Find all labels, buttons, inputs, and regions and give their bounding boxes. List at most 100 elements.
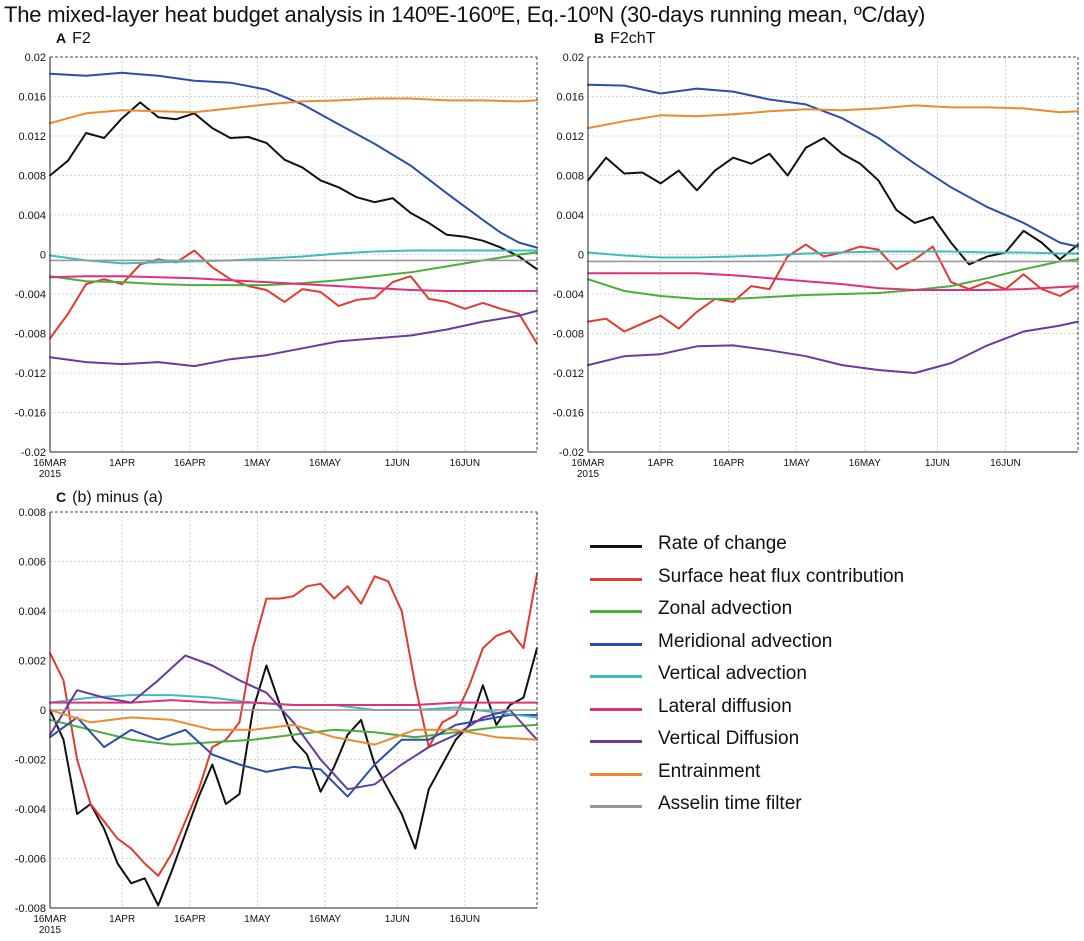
series-line-rate-of-change: [49, 647, 538, 907]
legend-swatch: [590, 545, 642, 548]
x-tick-label: 1MAY: [244, 914, 271, 925]
legend-swatch: [590, 707, 642, 711]
panel-c-title: (b) minus (a): [72, 489, 163, 506]
y-tick-label: 0.012: [556, 131, 584, 143]
series-line-zonal-advection: [49, 251, 538, 287]
x-tick-label: 16APR: [174, 458, 206, 469]
y-tick-label: -0.004: [15, 804, 46, 816]
x-tick-label: 2015: [39, 469, 62, 480]
legend-swatch: [590, 675, 642, 678]
legend-label: Lateral diffusion: [658, 695, 792, 717]
y-tick-label: 0.02: [25, 52, 46, 64]
y-tick-label: -0.006: [15, 854, 46, 866]
y-tick-label: -0.012: [15, 368, 46, 380]
series-line-entrainment: [49, 709, 538, 746]
y-tick-label: 0.016: [18, 92, 46, 104]
series-line-entrainment: [49, 97, 538, 125]
y-tick-label: 0.006: [18, 557, 46, 569]
series-line-vertical-diffusion: [587, 320, 1079, 374]
legend-label: Vertical advection: [658, 663, 807, 684]
y-tick-label: 0.002: [18, 656, 46, 668]
x-tick-label: 1JUN: [385, 914, 410, 925]
y-tick-label: -0.004: [553, 289, 584, 301]
legend-label: Zonal advection: [658, 598, 793, 619]
x-tick-label: 16JUN: [990, 458, 1021, 469]
series-line-vertical-diffusion: [49, 654, 538, 791]
y-tick-label: -0.008: [15, 329, 46, 341]
y-tick-label: -0.02: [21, 447, 46, 459]
legend-label: Rate of change: [658, 533, 787, 554]
x-tick-label: 16APR: [713, 458, 745, 469]
figure-title: The mixed-layer heat budget analysis in …: [4, 2, 926, 27]
x-tick-label: 2015: [39, 925, 62, 936]
y-tick-label: -0.004: [15, 289, 46, 301]
series-line-vertical-advection: [49, 249, 538, 265]
x-tick-label: 2015: [577, 469, 600, 480]
y-tick-label: 0.008: [18, 507, 46, 519]
y-tick-label: 0.004: [556, 210, 584, 222]
x-tick-label: 1MAY: [783, 458, 810, 469]
series-line-entrainment: [587, 104, 1079, 130]
series-line-surface-heat-flux-contribution: [49, 572, 538, 877]
series-line-rate-of-change: [587, 137, 1079, 266]
x-tick-label: 16APR: [174, 914, 206, 925]
y-tick-label: 0: [40, 250, 46, 262]
x-tick-label: 16JUN: [450, 458, 481, 469]
y-tick-label: 0.008: [556, 171, 584, 183]
x-tick-label: 16MAY: [309, 914, 341, 925]
legend-swatch: [590, 642, 642, 646]
y-tick-label: 0.004: [18, 606, 46, 618]
x-tick-label: 1APR: [109, 458, 135, 469]
y-tick-label: -0.012: [553, 368, 584, 380]
series-line-surface-heat-flux-contribution: [587, 243, 1079, 333]
x-tick-label: 16MAR: [33, 914, 66, 925]
x-tick-label: 1APR: [648, 458, 674, 469]
y-tick-label: -0.02: [559, 447, 584, 459]
x-tick-label: 1MAY: [244, 458, 271, 469]
series-line-lateral-diffusion: [587, 272, 1079, 291]
y-tick-label: 0.016: [556, 92, 584, 104]
legend-label: Entrainment: [658, 760, 761, 782]
panel-a-title: F2: [72, 30, 91, 47]
x-tick-label: 16MAR: [571, 458, 604, 469]
panel-a-label: A F2: [56, 30, 91, 47]
y-tick-label: 0: [40, 705, 46, 717]
series-line-meridional-advection: [49, 71, 538, 249]
y-tick-label: 0.004: [18, 210, 46, 222]
y-tick-label: -0.016: [553, 408, 584, 420]
x-tick-label: 16MAY: [309, 458, 341, 469]
series-line-meridional-advection: [587, 83, 1079, 248]
series-line-vertical-diffusion: [49, 309, 538, 368]
x-tick-label: 1JUN: [385, 458, 410, 469]
series-line-vertical-advection: [587, 250, 1079, 259]
series-line-meridional-advection: [49, 714, 538, 798]
x-tick-label: 1APR: [109, 914, 135, 925]
legend-label: Meridional advection: [658, 630, 833, 652]
legend-swatch: [590, 610, 642, 613]
legend-label: Surface heat flux contribution: [658, 565, 905, 587]
x-tick-label: 16MAR: [33, 458, 66, 469]
y-tick-label: 0.008: [18, 171, 46, 183]
legend-label: Vertical Diffusion: [658, 728, 800, 749]
panel-c-label: C (b) minus (a): [56, 489, 163, 506]
y-tick-label: -0.008: [553, 329, 584, 341]
panel-b-label: B F2chT: [594, 30, 656, 47]
y-tick-label: 0: [578, 250, 584, 262]
series-line-zonal-advection: [49, 718, 538, 746]
y-tick-label: -0.008: [15, 903, 46, 915]
series-line-surface-heat-flux-contribution: [49, 249, 538, 345]
legend-swatch: [590, 772, 642, 776]
y-tick-label: -0.002: [15, 755, 46, 767]
y-tick-label: -0.016: [15, 408, 46, 420]
legend-swatch: [590, 805, 642, 808]
legend-swatch: [590, 577, 642, 581]
series-line-lateral-diffusion: [49, 275, 538, 292]
x-tick-label: 16JUN: [450, 914, 481, 925]
x-tick-label: 16MAY: [849, 458, 881, 469]
legend-label: Asselin time filter: [658, 793, 802, 814]
x-tick-label: 1JUN: [925, 458, 950, 469]
series-line-zonal-advection: [587, 258, 1079, 300]
